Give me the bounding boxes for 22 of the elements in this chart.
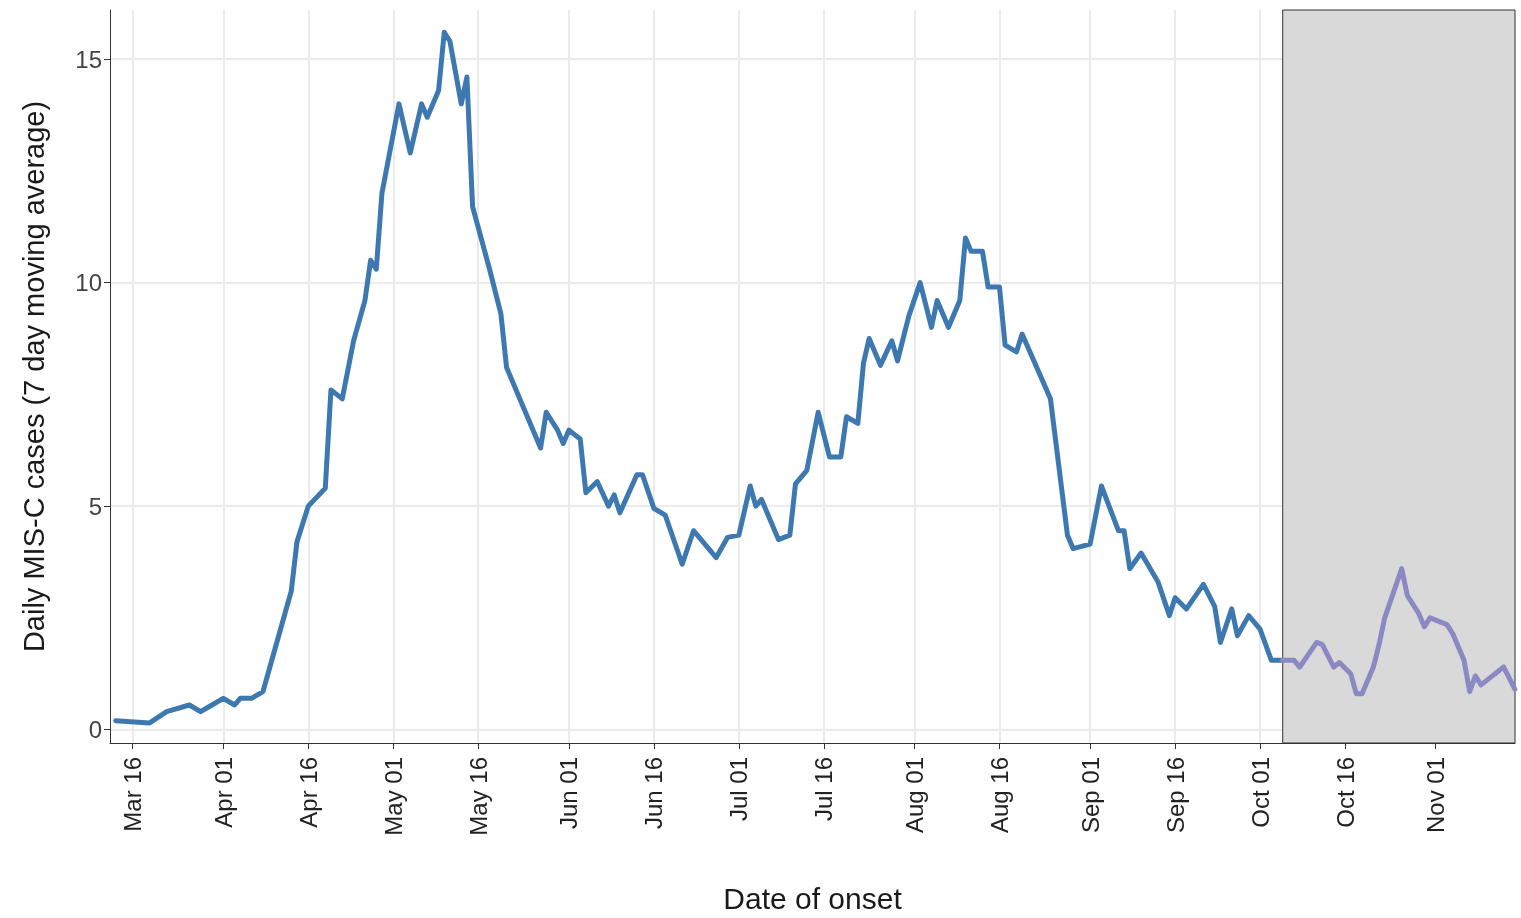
x-tick-label: Jun 16 [640,757,668,830]
y-axis-title: Daily MIS-C cases (7 day moving average) [17,100,50,653]
x-tick-label: Sep 16 [1161,757,1189,834]
x-tick-label: Nov 01 [1422,757,1450,834]
y-tick-label: 10 [75,269,102,297]
x-tick-label: Aug 16 [985,757,1013,834]
x-axis-title: Date of onset [723,881,903,915]
x-tick-label: Jul 16 [810,757,838,822]
x-tick-label: Apr 01 [209,757,237,828]
x-tick-label: May 16 [464,757,492,836]
x-tick-label: Oct 01 [1246,757,1274,828]
x-tick-label: Oct 16 [1331,757,1359,828]
y-tick-label: 5 [88,492,102,520]
x-tick-label: Jun 01 [555,757,583,830]
x-tick-label: Sep 01 [1076,757,1104,834]
x-tick-label: Mar 16 [119,757,147,832]
y-tick-label: 15 [75,45,102,73]
x-tick-label: May 01 [379,757,407,836]
x-tick-label: Aug 01 [900,757,928,834]
x-tick-label: Apr 16 [294,757,322,828]
x-tick-label: Jul 01 [725,757,753,822]
y-tick-label: 0 [88,716,102,744]
